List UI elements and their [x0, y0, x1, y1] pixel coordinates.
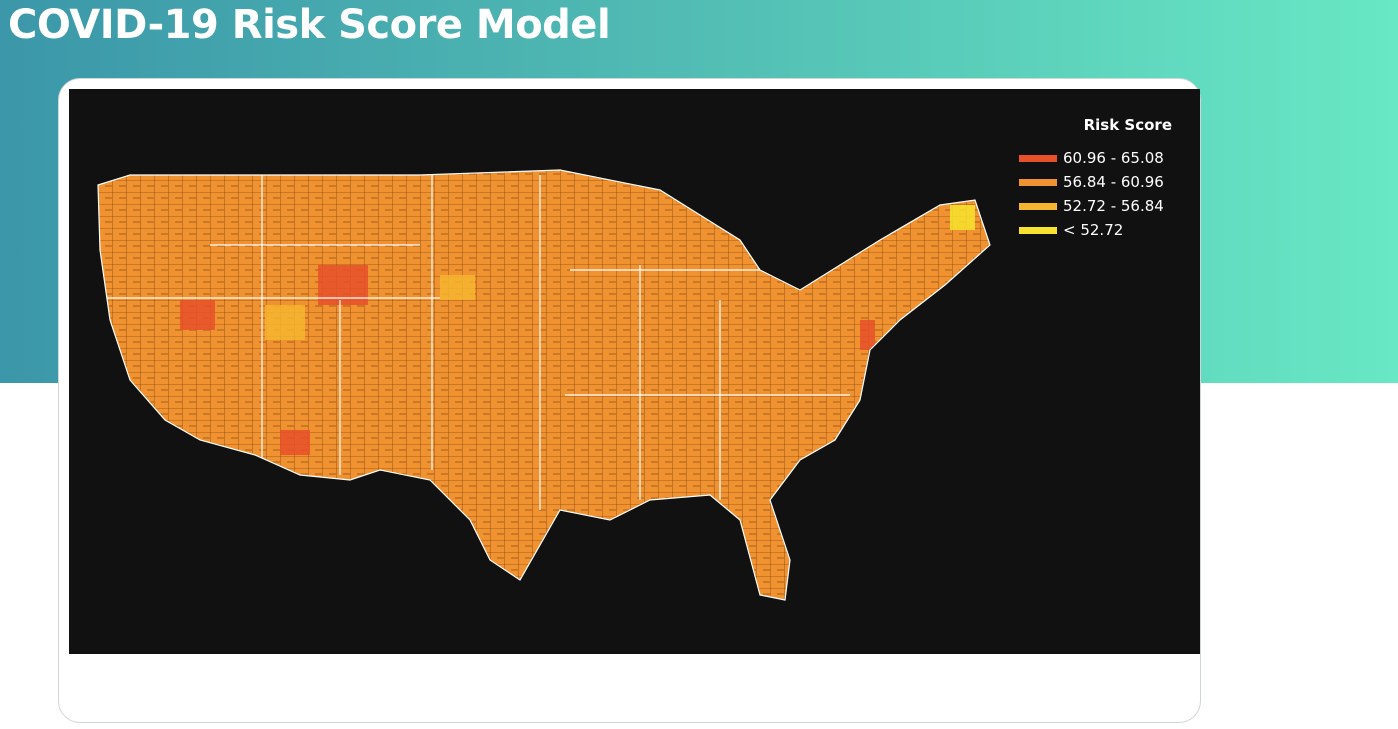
legend-item[interactable]: < 52.72: [1019, 220, 1123, 240]
legend-swatch: [1019, 154, 1057, 162]
page-title: COVID-19 Risk Score Model: [8, 2, 611, 48]
legend-swatch: [1019, 178, 1057, 186]
legend-swatch: [1019, 226, 1057, 234]
legend-label: < 52.72: [1063, 221, 1124, 239]
legend-swatch: [1019, 202, 1057, 210]
legend-item[interactable]: 52.72 - 56.84: [1019, 196, 1164, 216]
us-map: [97, 169, 991, 601]
legend-label: 56.84 - 60.96: [1063, 173, 1164, 191]
map-panel: [69, 89, 1200, 654]
legend-label: 52.72 - 56.84: [1063, 197, 1164, 215]
legend-label: 60.96 - 65.08: [1063, 149, 1164, 167]
legend-item[interactable]: 60.96 - 65.08: [1019, 148, 1164, 168]
legend-item[interactable]: 56.84 - 60.96: [1019, 172, 1164, 192]
legend-title: Risk Score: [1083, 116, 1172, 134]
